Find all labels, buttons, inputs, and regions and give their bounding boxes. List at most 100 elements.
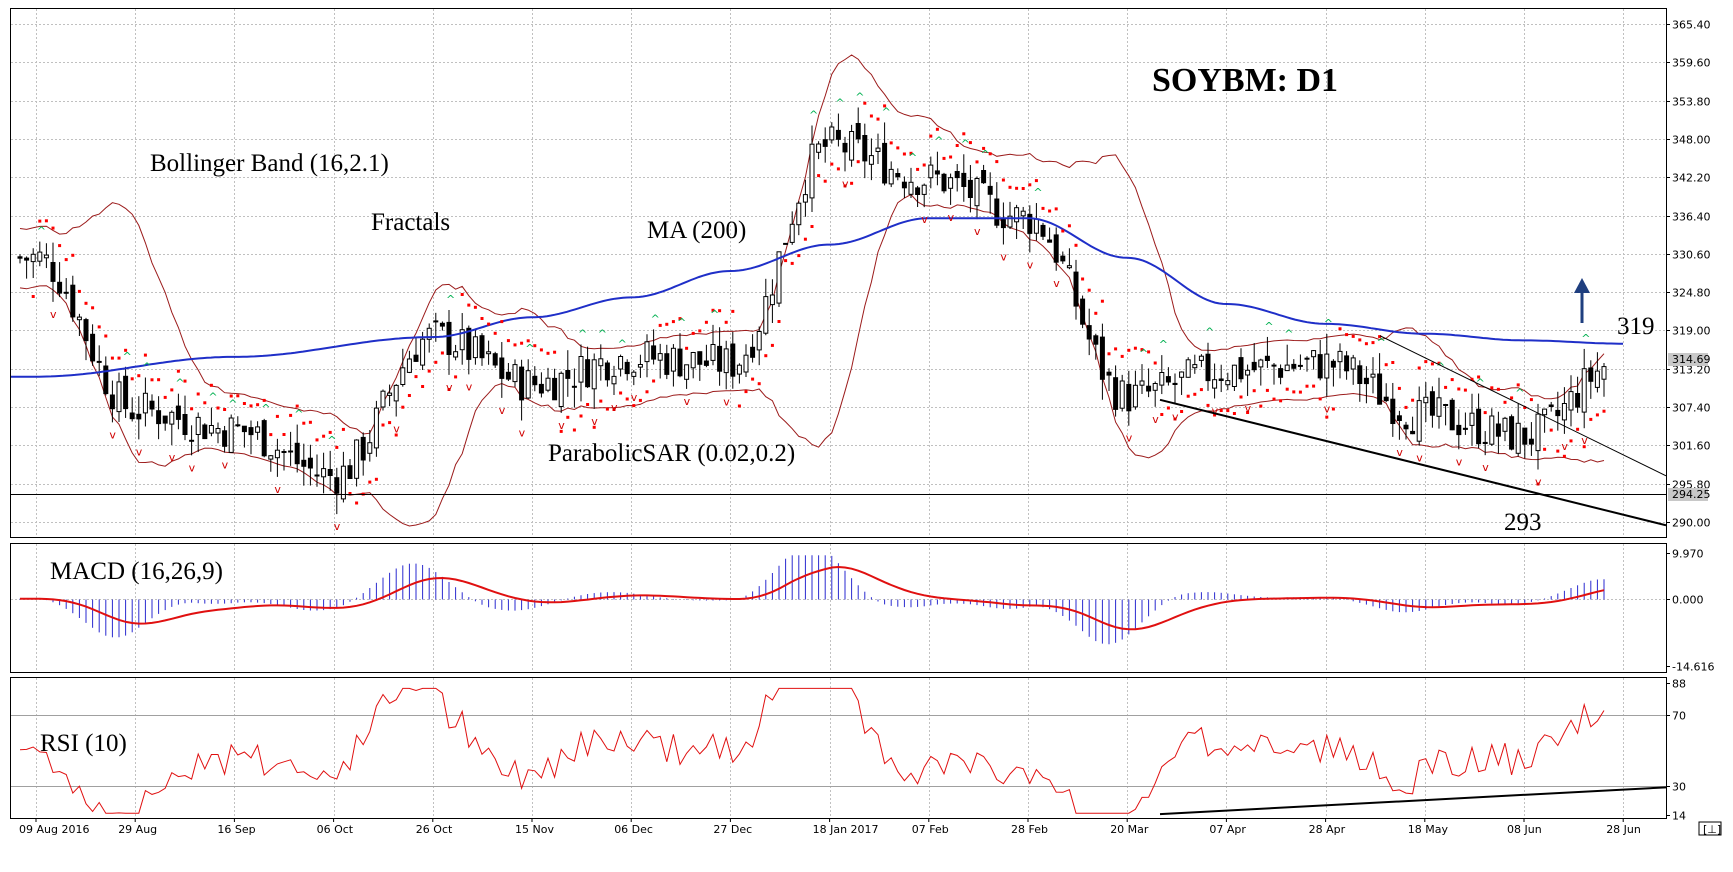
candle-body xyxy=(664,353,670,375)
price-tick-label: 290.00 xyxy=(1672,517,1711,530)
price-tick-label: 348.00 xyxy=(1672,134,1711,147)
sar-dot xyxy=(1331,407,1335,411)
candle-body xyxy=(499,357,505,379)
candle-body xyxy=(1159,372,1165,386)
fractal-up-marker: ^ xyxy=(882,105,891,118)
sar-dot xyxy=(1424,360,1428,364)
fractals-label: Fractals xyxy=(371,209,450,236)
sar-dot xyxy=(1602,409,1606,413)
candle-body xyxy=(875,147,881,153)
candle-body xyxy=(915,187,921,195)
sar-dot xyxy=(1543,447,1547,451)
fractal-down-marker: v xyxy=(274,483,281,496)
sar-dot xyxy=(500,320,504,324)
sar-dot xyxy=(176,369,180,373)
candle-body xyxy=(598,358,604,367)
candle-body xyxy=(1509,416,1515,450)
candle-body xyxy=(420,338,426,366)
sar-dot xyxy=(506,339,510,343)
candle-body xyxy=(1020,210,1026,217)
sar-dot xyxy=(473,305,477,309)
candle-body xyxy=(1548,404,1554,407)
sar-dot xyxy=(1437,361,1441,365)
sar-dot xyxy=(58,244,62,248)
fractal-down-marker: v xyxy=(1000,250,1007,263)
sar-dot xyxy=(1305,384,1309,388)
candle-body xyxy=(895,173,901,178)
candle-body xyxy=(802,194,808,203)
fractal-up-marker: ^ xyxy=(1264,320,1273,333)
bollinger-label: Bollinger Band (16,2.1) xyxy=(150,150,389,177)
candle-body xyxy=(1106,371,1112,376)
candle-body xyxy=(261,420,267,457)
sar-dot xyxy=(388,421,392,425)
candle-body xyxy=(736,364,742,375)
candle-body xyxy=(1198,355,1204,361)
candle-body xyxy=(103,365,109,395)
candle-body xyxy=(208,425,214,434)
candle-body xyxy=(63,291,69,294)
price-tick-label: 353.80 xyxy=(1672,96,1711,109)
price-tick-label: 336.40 xyxy=(1672,211,1711,224)
date-tick-label: 15 Nov xyxy=(515,823,554,836)
sar-dot xyxy=(1490,386,1494,390)
candle-body xyxy=(1165,376,1171,383)
sar-dot xyxy=(203,401,207,405)
fractal-down-marker: v xyxy=(393,423,400,436)
candle-body xyxy=(1231,364,1237,388)
sar-dot xyxy=(546,351,550,355)
fractal-down-marker: v xyxy=(446,381,453,394)
sar-dot xyxy=(968,141,972,145)
candle-body xyxy=(235,424,241,427)
sar-dot xyxy=(929,134,933,138)
sar-dot xyxy=(302,421,306,425)
level-319-label: 319 xyxy=(1617,313,1655,340)
sar-dot xyxy=(863,101,867,105)
candle-body xyxy=(83,319,89,342)
candle-body xyxy=(222,430,228,447)
sar-dot xyxy=(1206,403,1210,407)
fractal-up-marker: ^ xyxy=(446,293,455,306)
sar-dot xyxy=(163,395,167,399)
rsi-tick-label: 70 xyxy=(1672,710,1686,723)
candle-body xyxy=(730,343,736,377)
fractal-up-marker: ^ xyxy=(1436,361,1445,374)
candle-body xyxy=(1495,423,1501,437)
sar-dot xyxy=(1166,406,1170,410)
sar-dot xyxy=(1523,406,1527,409)
sar-dot xyxy=(460,293,464,296)
sar-dot xyxy=(724,320,728,324)
sar-dot xyxy=(1483,411,1487,415)
sar-dot xyxy=(698,329,702,333)
sar-dot xyxy=(1153,361,1157,365)
sar-dot xyxy=(401,405,405,409)
fractal-down-marker: v xyxy=(222,459,229,472)
candle-body xyxy=(934,170,940,175)
candle-body xyxy=(538,383,544,394)
candle-body xyxy=(426,327,432,340)
candle-body xyxy=(1047,239,1053,243)
candle-body xyxy=(651,345,657,360)
candle-body xyxy=(743,354,749,373)
sar-dot xyxy=(328,430,332,434)
sar-dot xyxy=(348,492,352,495)
candle-body xyxy=(1225,380,1231,386)
fractal-down-marker: v xyxy=(1126,432,1133,445)
candle-body xyxy=(1383,396,1389,402)
candle-body xyxy=(360,436,366,461)
candle-body xyxy=(1456,424,1462,436)
candle-body xyxy=(433,320,439,323)
candle-body xyxy=(1535,413,1541,452)
level-293-label: 293 xyxy=(1504,509,1542,536)
candle-body xyxy=(195,416,201,435)
sar-dot xyxy=(282,433,286,436)
candle-body xyxy=(571,385,577,388)
sar-dot xyxy=(1285,387,1289,391)
candle-body xyxy=(439,322,445,327)
upper-trend-line xyxy=(1379,335,1666,477)
sar-dot xyxy=(368,480,372,484)
scroll-end-icon[interactable]: [⊥] xyxy=(1698,821,1722,836)
fractal-up-marker: ^ xyxy=(981,148,990,161)
sar-dot xyxy=(942,156,946,160)
candle-body xyxy=(446,321,452,355)
